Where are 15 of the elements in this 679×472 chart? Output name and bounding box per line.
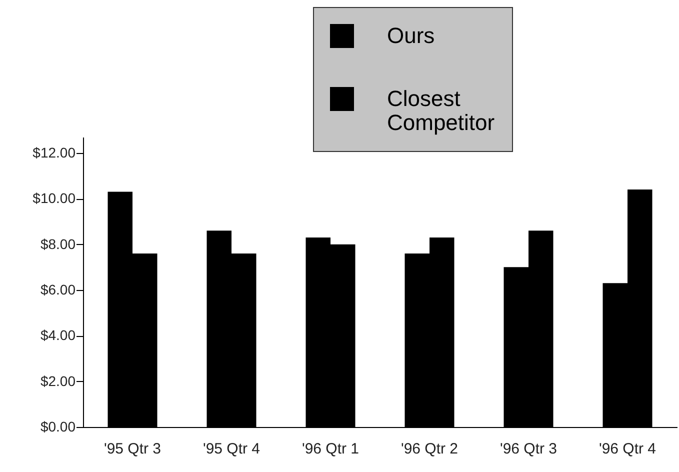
x-tick-label: '95 Qtr 3 [104, 440, 162, 458]
x-tick-label: '95 Qtr 4 [202, 440, 260, 458]
y-tick-label: $8.00 [40, 236, 76, 252]
y-tick-label: $4.00 [40, 327, 76, 344]
x-tick-label: '96 Qtr 4 [598, 440, 656, 458]
legend-label: Closest Competitor [387, 86, 495, 135]
y-tick-label: $10.00 [32, 190, 76, 206]
x-tick-label: '96 Qtr 2 [400, 440, 458, 458]
x-tick-label: '96 Qtr 3 [500, 440, 558, 458]
legend-label: Ours [387, 23, 435, 48]
x-tick-label: '96 Qtr 1 [302, 440, 360, 458]
y-tick-label: $2.00 [40, 372, 76, 389]
y-tick-label: $6.00 [40, 281, 76, 298]
y-tick-label: $0.00 [40, 418, 76, 434]
y-tick-label: $12.00 [32, 144, 76, 160]
